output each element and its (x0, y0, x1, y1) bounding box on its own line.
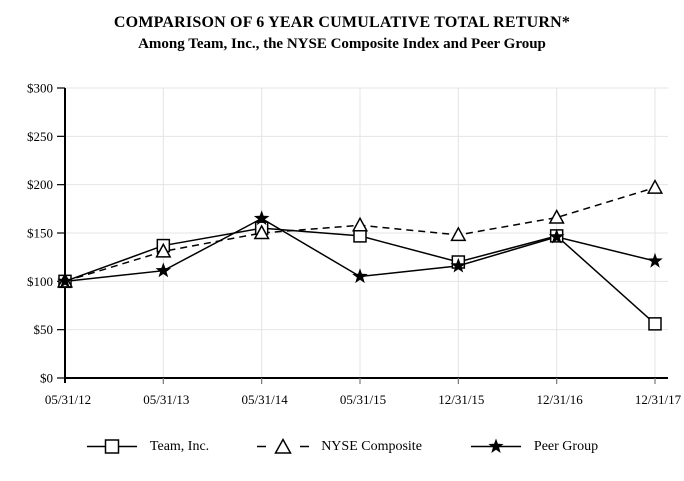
y-tick-label: $250 (27, 129, 53, 144)
y-tick-label: $100 (27, 274, 53, 289)
y-tick-label: $200 (27, 177, 53, 192)
series-markers-nyse-composite (56, 178, 664, 288)
x-tick-label: 12/31/17 (635, 392, 682, 407)
legend-label-nyse-composite: NYSE Composite (321, 438, 422, 454)
y-tick-label: $0 (40, 371, 53, 386)
legend-item-team-inc: Team, Inc. (86, 437, 209, 456)
nyse-composite-triangle-marker-icon (257, 437, 310, 454)
series-markers-peer-group (57, 210, 663, 288)
x-tick-label: 05/31/12 (45, 392, 91, 407)
chart-header: COMPARISON OF 6 YEAR CUMULATIVE TOTAL RE… (0, 12, 684, 54)
x-tick-label: 05/31/15 (340, 392, 386, 407)
y-tick-label: $50 (34, 322, 54, 337)
chart-title: COMPARISON OF 6 YEAR CUMULATIVE TOTAL RE… (113, 14, 571, 31)
y-axis-labels: $0 $50 $100 $150 $200 $250 $300 (27, 81, 53, 386)
chart-subtitle: Among Team, Inc., the NYSE Composite Ind… (138, 36, 546, 52)
x-tick-label: 05/31/14 (242, 392, 289, 407)
y-tick-label: $150 (27, 226, 53, 241)
legend-item-peer-group: Peer Group (470, 437, 598, 456)
legend-label-team-inc: Team, Inc. (149, 438, 210, 454)
x-tick-label: 12/31/16 (537, 392, 584, 407)
legend: Team, Inc. NYSE Composite Peer Group (0, 437, 684, 456)
team-inc-square-marker-icon (86, 439, 137, 454)
legend-item-nyse-composite: NYSE Composite (257, 437, 422, 456)
x-tick-label: 12/31/15 (438, 392, 484, 407)
axes (57, 87, 668, 384)
x-tick-label: 05/31/13 (143, 392, 189, 407)
y-tick-label: $300 (27, 81, 53, 96)
x-axis-labels: 05/31/12 05/31/13 05/31/14 05/31/15 12/31/15… (45, 392, 682, 407)
peer-group-star-marker-icon (470, 438, 521, 453)
legend-label-peer-group: Peer Group (533, 438, 599, 454)
gridlines (65, 87, 668, 378)
